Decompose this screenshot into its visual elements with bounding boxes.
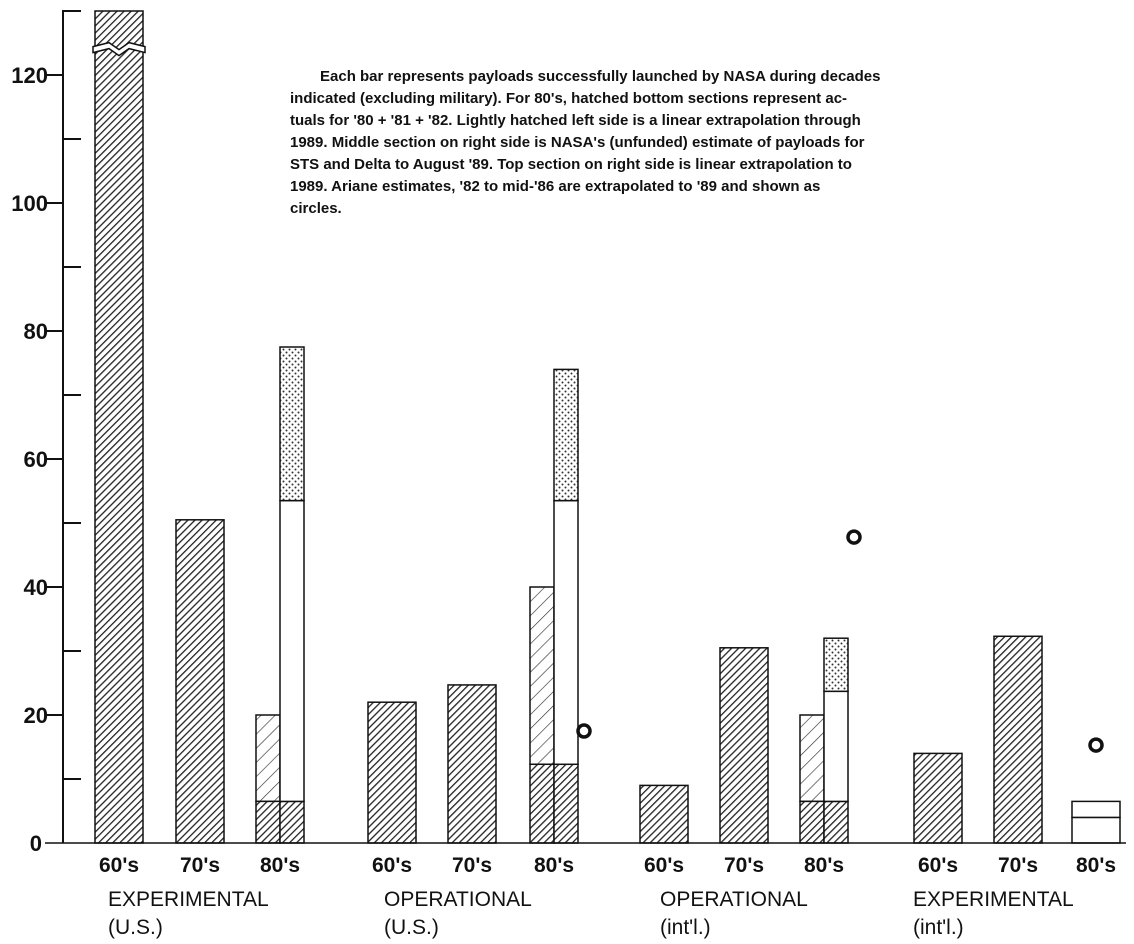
bar [993,635,1043,844]
bar [175,519,225,844]
bar [639,784,689,844]
bar [719,647,769,844]
bars-layer [45,10,1126,844]
y-tick-label: 20 [24,703,48,728]
x-tick-label: 60's [99,854,139,877]
y-tick-label: 80 [24,319,48,344]
ariane-estimate-circle [576,723,592,739]
bar-top-extrapolation [279,346,305,502]
group-label-line2: (int'l.) [913,916,964,939]
x-tick-label: 60's [372,854,412,877]
x-tick-label: 80's [804,854,844,877]
bar-actual-right [553,763,579,844]
annotation-line: indicated (excluding military). For 80's… [290,90,848,107]
group-label-operational-us: OPERATIONAL (U.S.) [384,886,532,942]
y-tick-label: 100 [11,191,48,216]
bar-nasa-estimate [553,499,579,766]
bar-actual-left [255,800,281,844]
bar [447,684,497,844]
x-tick-label: 80's [1076,854,1116,877]
bar-actual [1071,816,1121,844]
x-tick-label: 80's [260,854,300,877]
y-axis: 0 20 40 60 80 100 120 [11,10,81,856]
x-tick-label: 70's [724,854,764,877]
annotation-line: 1989. Ariane estimates, '82 to mid-'86 a… [290,178,821,195]
annotation-line: Each bar represents payloads successfull… [320,68,881,85]
bar [913,752,963,844]
ariane-estimate-circle [846,529,862,545]
y-tick-label: 40 [24,575,48,600]
x-tick-label: 70's [180,854,220,877]
y-tick-label: 60 [24,447,48,472]
group-label-line1: OPERATIONAL [384,888,532,911]
y-tick-label: 0 [30,831,42,856]
group-label-line1: EXPERIMENTAL [108,888,269,911]
bar-actual-left [799,800,825,844]
bar [94,10,144,844]
bar-nasa-estimate [823,690,849,803]
bar-nasa-estimate [1071,800,1121,819]
x-tick-label: 70's [452,854,492,877]
bar [367,701,417,844]
bar-left-extrapolation [255,714,281,803]
bar-top-extrapolation [553,368,579,502]
group-label-experimental-intl: EXPERIMENTAL (int'l.) [913,886,1074,942]
group-label-line2: (U.S.) [384,916,439,939]
annotation-line: circles. [290,200,342,217]
bar-top-extrapolation [823,637,849,693]
group-label-line1: OPERATIONAL [660,888,808,911]
annotation-line: STS and Delta to August '89. Top section… [290,156,852,173]
annotation-line: tuals for '80 + '81 + '82. Lightly hatch… [290,112,861,129]
ariane-estimate-circle [1088,737,1104,753]
x-tick-label: 60's [644,854,684,877]
annotation-line: 1989. Middle section on right side is NA… [290,134,865,151]
bar-actual-right [823,800,849,844]
y-tick-label: 120 [11,63,48,88]
bar-left-extrapolation [529,586,555,766]
group-label-line2: (int'l.) [660,916,711,939]
group-label-operational-intl: OPERATIONAL (int'l.) [660,886,808,942]
bar-actual-right [279,800,305,844]
bar-nasa-estimate [279,499,305,803]
group-label-experimental-us: EXPERIMENTAL (U.S.) [108,886,269,942]
x-tick-label: 70's [998,854,1038,877]
x-tick-label: 60's [918,854,958,877]
bar-actual-left [529,763,555,844]
axis-break-marker [92,41,146,57]
group-label-line2: (U.S.) [108,916,163,939]
chart-annotation: Each bar represents payloads successfull… [290,66,1050,220]
x-tick-labels: 60's 70's 80's 60's 70's 80's 60's 70's 80's 60's… [99,854,1116,877]
bar-left-extrapolation [799,714,825,803]
group-label-line1: EXPERIMENTAL [913,888,1074,911]
x-tick-label: 80's [534,854,574,877]
